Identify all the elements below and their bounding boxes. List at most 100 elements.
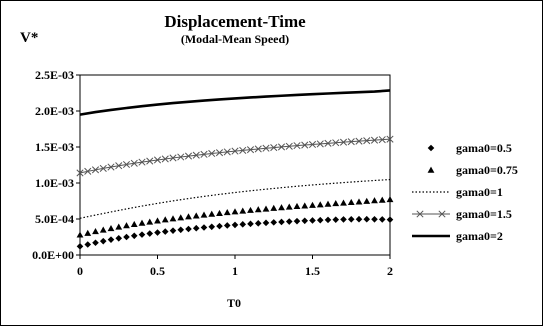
legend-item: gama0=0.75 [427,163,518,177]
data-point [146,218,154,225]
legend-label: gama0=1 [456,185,503,199]
data-point [130,220,138,227]
data-point [200,150,208,158]
data-point [247,206,254,213]
data-point [208,149,216,158]
series-1 [76,196,394,238]
data-point [254,220,262,227]
legend-item: gama0=1 [412,185,503,199]
data-point [99,237,107,245]
data-point [177,153,185,161]
data-point [270,204,278,211]
data-point [270,144,278,152]
data-point [92,228,99,235]
data-point [316,216,324,224]
data-point [231,208,239,215]
x-axis-label: T0 [227,296,241,310]
legend-label: gama0=0.5 [456,141,512,155]
data-point [130,159,138,167]
data-point [107,236,115,243]
data-point [223,222,231,229]
data-point [278,218,285,226]
data-point [370,136,379,144]
data-point [324,200,332,207]
data-point [146,157,154,165]
chart-title: Displacement-Time [164,12,306,31]
series-line [79,89,391,116]
data-point [138,219,146,226]
data-point [153,156,162,164]
legend-marker [438,210,446,218]
data-point [285,142,293,150]
data-point [363,215,371,223]
data-point [216,222,223,230]
data-point [340,199,347,206]
data-point [293,202,301,210]
data-point [115,162,123,170]
data-point [154,217,161,224]
data-point [115,223,123,230]
series-0 [76,215,394,250]
data-point [84,229,92,236]
data-point [161,155,169,163]
data-point [371,197,378,204]
data-point [192,212,200,219]
data-point [332,216,340,223]
data-point [76,231,84,238]
x-tick-label: 1.5 [305,264,320,278]
data-point [324,216,332,224]
data-point [347,215,355,223]
data-point [138,231,146,238]
data-point [169,215,177,222]
data-point [347,198,355,206]
data-point [200,224,208,231]
data-point [231,147,239,155]
x-tick-label: 2 [387,264,393,278]
data-point [146,230,154,237]
data-point [123,222,130,229]
data-point [363,197,371,204]
data-point [339,138,348,146]
data-point [340,216,347,223]
series-4 [79,89,391,116]
data-point [215,149,224,157]
data-point [277,143,286,151]
data-point [123,233,130,241]
legend-label: gama0=2 [456,229,503,243]
data-point [378,136,386,144]
data-point [84,241,92,248]
data-point [169,227,177,234]
data-point [192,151,200,159]
data-point [161,216,169,223]
data-point [223,148,231,156]
x-tick-label: 1 [232,264,238,278]
data-point [239,221,247,228]
data-point [231,221,239,229]
data-point [386,216,394,223]
y-axis: 0.0E+00 5.0E-04 1.0E-03 1.5E-03 2.0E-03 2.5E-… [32,68,80,262]
data-point [371,215,378,223]
x-axis: 0 0.5 1 1.5 2 [77,255,393,278]
data-point [262,219,270,227]
data-point [278,204,285,211]
data-point [91,166,100,174]
y-tick-label: 1.0E-03 [35,176,74,190]
data-point [200,211,208,218]
x-tick-label: 0 [77,264,83,278]
y-tick-label: 2.5E-03 [35,68,74,82]
data-point [309,201,316,208]
legend-item: gama0=1.5 [412,207,512,221]
data-point [262,144,270,152]
legend-item: gama0=2 [412,229,503,243]
data-point [154,229,161,236]
data-point [254,206,262,213]
data-point [332,200,340,207]
series-line [79,178,391,219]
data-point [216,209,223,216]
legend-marker [427,166,435,173]
y-tick-label: 2.0E-03 [35,104,74,118]
legend-item: gama0=0.5 [427,141,512,155]
